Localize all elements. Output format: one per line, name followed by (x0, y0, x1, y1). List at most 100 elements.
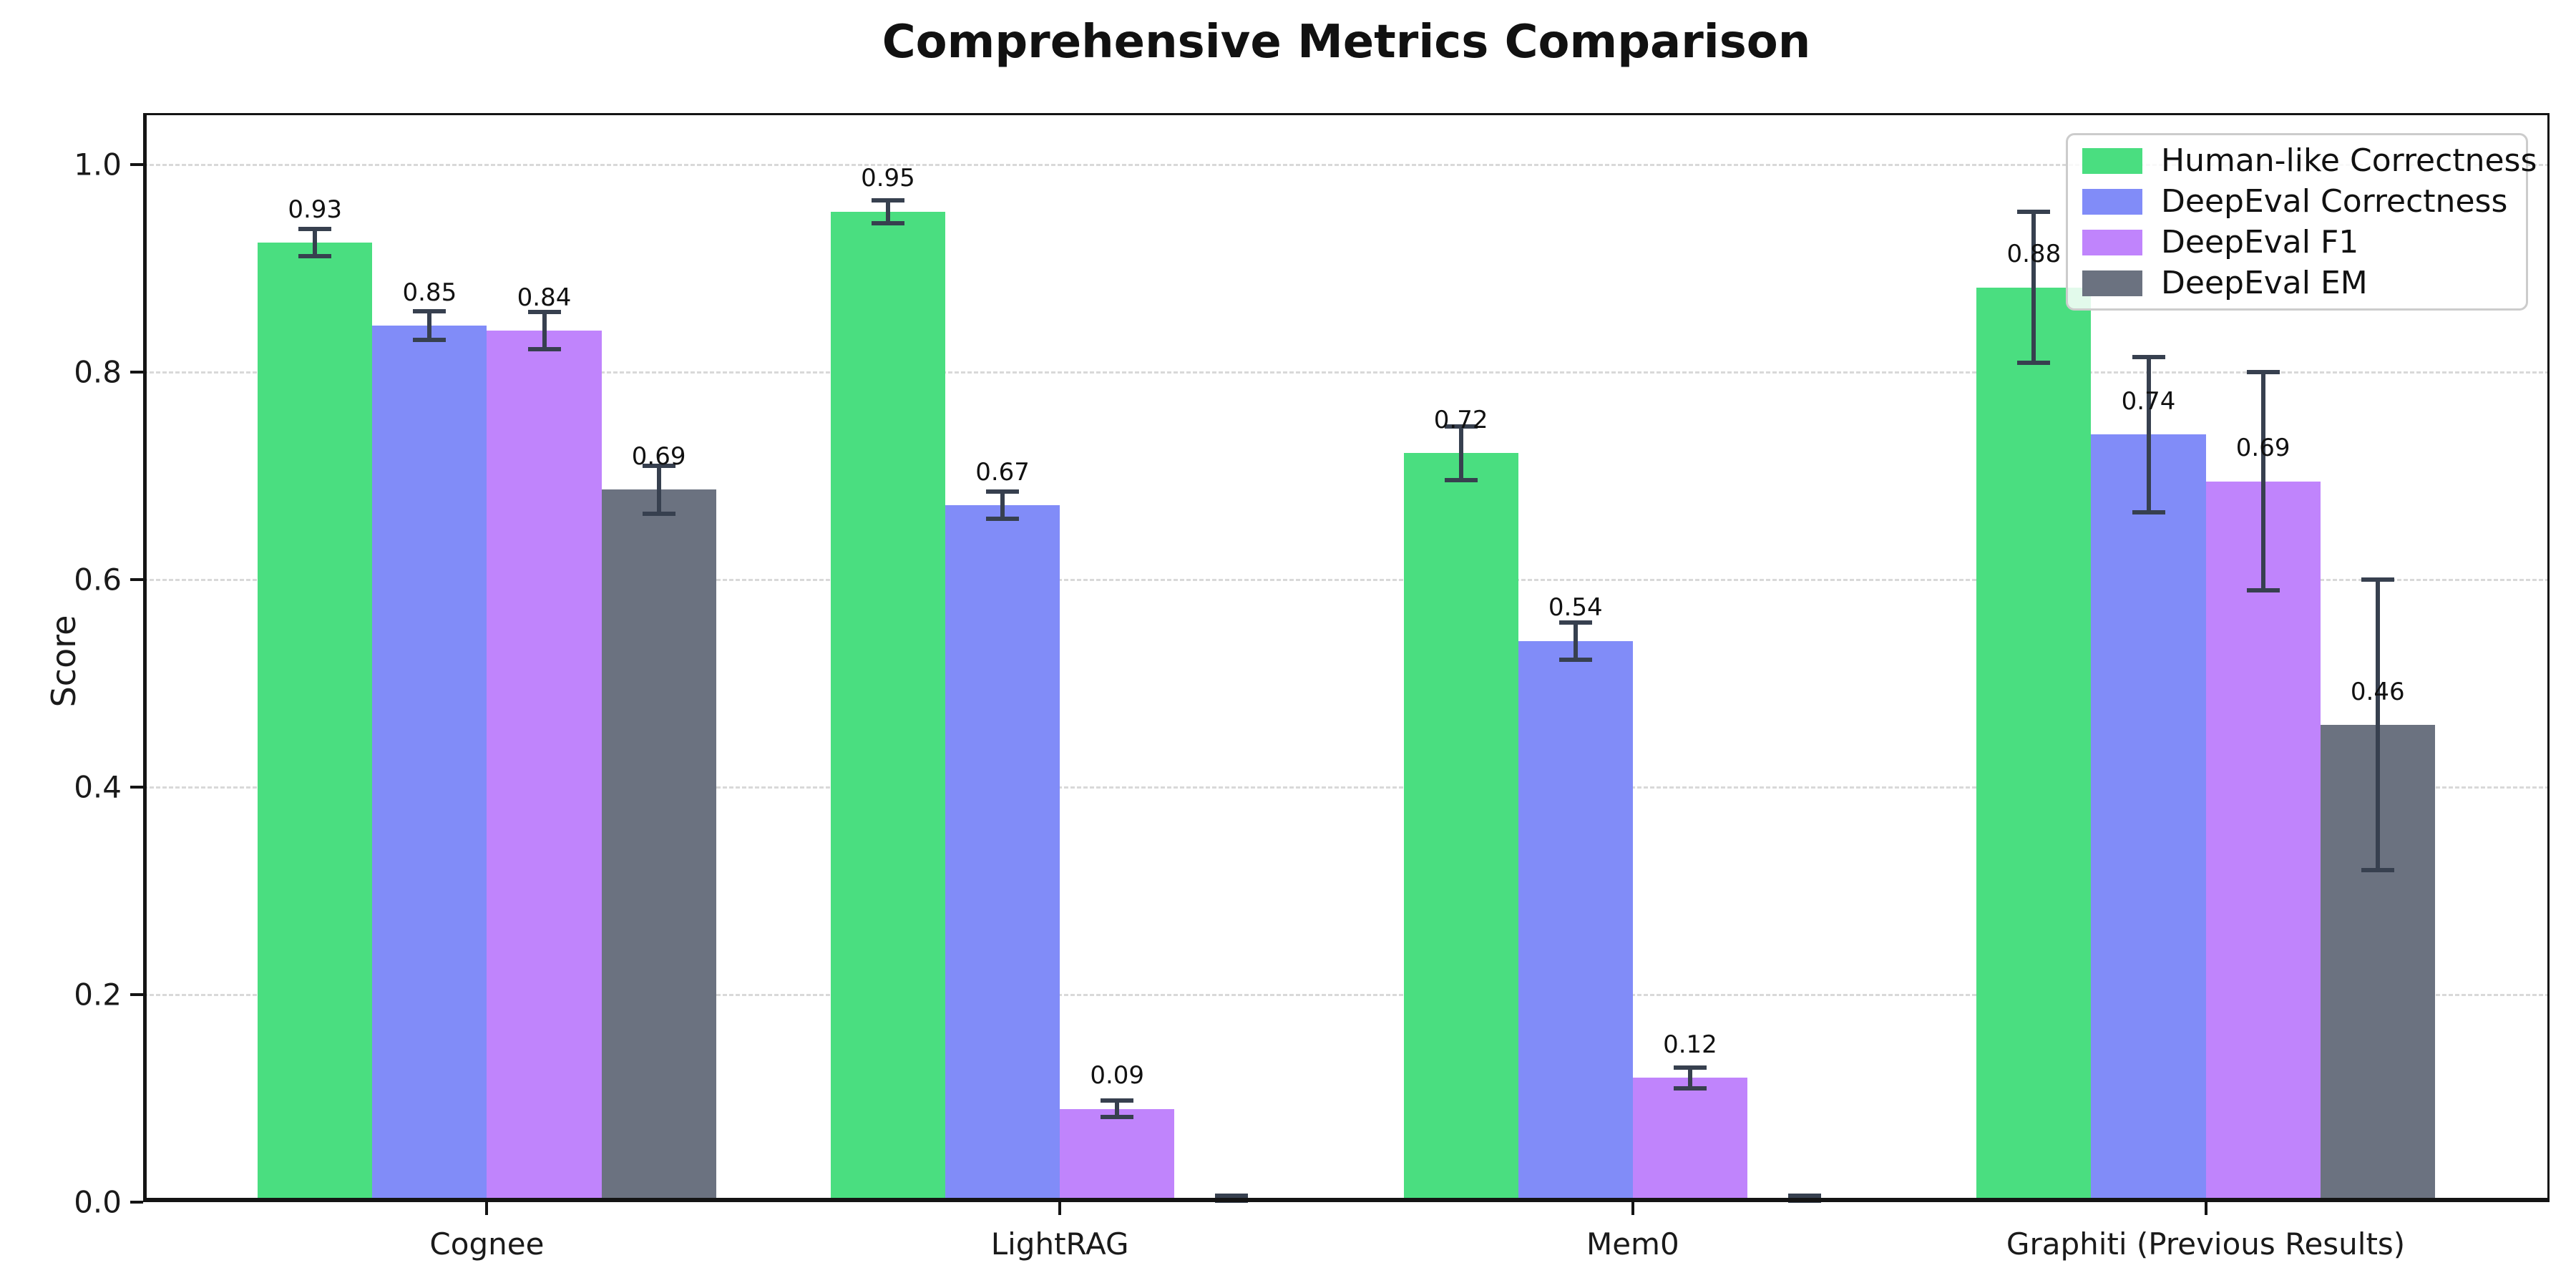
error-bar-cap-top (642, 463, 675, 468)
error-bar-cap-top (2361, 577, 2394, 582)
bar (945, 504, 1060, 1202)
legend-entry: Human-like Correctness (2082, 142, 2537, 179)
y-tick-label: 0.8 (74, 354, 122, 390)
x-tick-label-3: Mem0 (1586, 1226, 1679, 1262)
bar (1976, 287, 2092, 1202)
legend-label: DeepEval EM (2161, 265, 2368, 301)
x-tick-label-1: Cognee (429, 1226, 545, 1262)
bar (1518, 640, 1633, 1202)
bar-value-label: 0.46 (2350, 677, 2405, 706)
bar (1060, 1108, 1175, 1202)
y-tick-mark (130, 371, 143, 374)
y-tick-label: 0.2 (74, 977, 122, 1013)
error-bar (542, 312, 547, 350)
error-bar (1573, 622, 1578, 660)
bar-value-label: 0.95 (861, 164, 915, 193)
legend-swatch (2082, 229, 2142, 255)
error-bar-cap-top (2246, 370, 2280, 375)
y-axis-label: Score (44, 615, 83, 708)
error-bar-cap-top (1788, 1194, 1822, 1199)
bar-value-label: 0.12 (1663, 1030, 1717, 1059)
bar-value-label: 0.93 (288, 195, 343, 224)
error-bar-cap-bottom (1558, 657, 1592, 662)
error-bar-cap-top (1444, 424, 1478, 429)
legend-entry: DeepEval F1 (2082, 224, 2512, 260)
error-bar-cap-top (413, 308, 447, 313)
gridline-y-0.4 (143, 786, 2550, 789)
error-bar-cap-bottom (2246, 587, 2280, 592)
error-bar-cap-bottom (642, 511, 675, 516)
error-bar (1115, 1100, 1120, 1118)
error-bar-cap-bottom (2132, 510, 2165, 515)
error-bar (1458, 426, 1463, 481)
error-bar-cap-top (1215, 1194, 1249, 1199)
bar (2205, 481, 2321, 1202)
error-bar-cap-top (1558, 620, 1592, 625)
error-bar-cap-bottom (1101, 1115, 1134, 1120)
legend-swatch (2082, 270, 2142, 296)
legend-label: Human-like Correctness (2161, 142, 2537, 179)
x-tick-label-4: Graphiti (Previous Results) (2006, 1226, 2406, 1262)
y-tick-mark (130, 786, 143, 789)
legend: Human-like Correctness DeepEval Correctne… (2066, 133, 2537, 311)
error-bar-cap-top (986, 489, 1020, 494)
error-bar (427, 311, 432, 341)
bar-value-label: 0.69 (631, 441, 686, 471)
bar-value-label: 0.74 (2121, 386, 2176, 416)
error-bar-cap-bottom (2017, 361, 2051, 366)
error-bar (2375, 580, 2380, 871)
bar-value-label: 0.69 (2235, 434, 2290, 463)
legend-entry: DeepEval EM (2082, 265, 2512, 301)
error-bar-cap-bottom (2361, 868, 2394, 873)
gridline-y-1.0 (143, 164, 2550, 167)
error-bar-cap-top (298, 227, 332, 232)
legend-label: DeepEval F1 (2161, 224, 2359, 260)
x-tick-mark (485, 1202, 489, 1215)
bar (1632, 1078, 1747, 1202)
y-tick-label: 1.0 (74, 147, 122, 182)
bar-value-label: 0.72 (1433, 406, 1488, 435)
error-bar-cap-bottom (871, 220, 904, 225)
bar-value-label: 0.09 (1090, 1061, 1145, 1091)
error-bar-cap-bottom (1673, 1085, 1707, 1091)
error-bar (2031, 211, 2036, 364)
y-tick-mark (130, 163, 143, 167)
plot-area: 0.93 0.95 0.72 0.88 0.85 0.67 0.54 0.74 0.84 0.09… (143, 113, 2550, 1203)
error-bar-cap-top (2017, 209, 2051, 214)
bar (1403, 453, 1518, 1202)
bar-value-label: 0.54 (1548, 593, 1603, 623)
error-bar (313, 229, 318, 257)
y-tick-mark (130, 1201, 143, 1204)
legend-entry: DeepEval Correctness (2082, 183, 2512, 220)
gridline-y-0.8 (143, 371, 2550, 374)
bar (601, 489, 716, 1202)
error-bar-cap-bottom (527, 347, 561, 352)
legend-label: DeepEval Correctness (2161, 183, 2508, 220)
error-bar-cap-bottom (986, 516, 1020, 521)
bar-value-label: 0.67 (975, 457, 1030, 487)
bar (372, 326, 487, 1202)
x-tick-label-2: LightRAG (990, 1226, 1129, 1262)
error-bar-cap-bottom (1444, 478, 1478, 483)
y-tick-label: 0.4 (74, 769, 122, 805)
error-bar-cap-top (2132, 354, 2165, 359)
x-tick-mark (2204, 1202, 2207, 1215)
bar (2091, 434, 2206, 1202)
bar-value-label: 0.88 (2006, 240, 2062, 269)
bar-value-label: 0.84 (517, 283, 572, 312)
gridline-y-0.6 (143, 579, 2550, 582)
x-tick-mark (1631, 1202, 1634, 1215)
error-bar-cap-top (1101, 1098, 1134, 1103)
error-bar (2260, 372, 2265, 590)
error-bar-cap-bottom (1788, 1199, 1822, 1203)
error-bar (2146, 356, 2151, 513)
error-bar (656, 465, 661, 514)
gridline-y-0.2 (143, 994, 2550, 997)
bar (258, 243, 373, 1202)
error-bar-cap-top (871, 197, 904, 203)
bar (487, 331, 602, 1202)
error-bar-cap-bottom (1215, 1199, 1249, 1203)
error-bar-cap-bottom (413, 338, 447, 343)
error-bar-cap-bottom (298, 254, 332, 259)
bar (830, 211, 945, 1202)
